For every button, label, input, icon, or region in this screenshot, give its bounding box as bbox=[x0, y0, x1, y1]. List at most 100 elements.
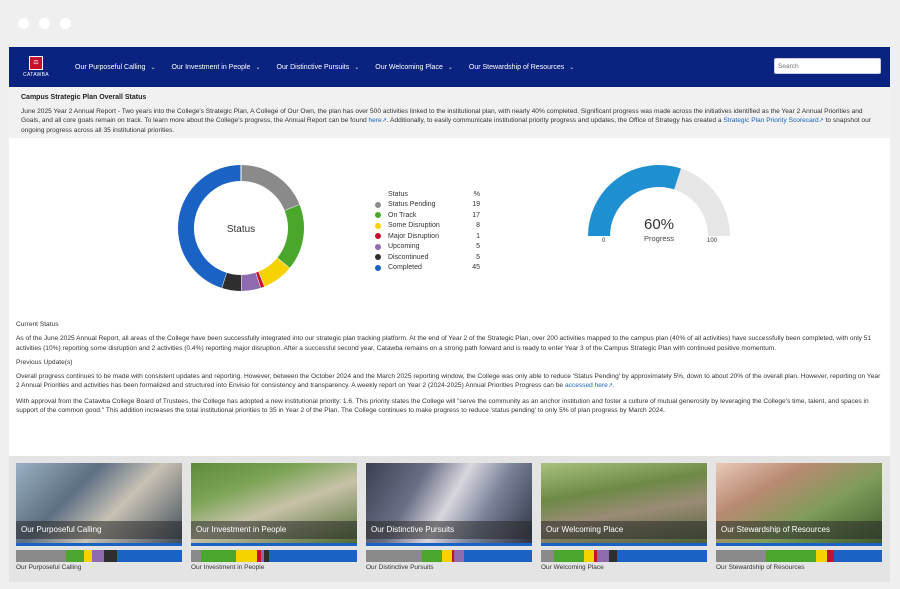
card-underline bbox=[541, 543, 707, 546]
donut-segment[interactable] bbox=[240, 272, 261, 291]
status-bar-segment bbox=[765, 550, 816, 562]
status-bar-segment bbox=[103, 550, 118, 562]
status-bar-segment bbox=[117, 550, 182, 562]
top-nav: ⚖ CATAWBA Our Purposeful Calling ⌄ Our I… bbox=[9, 47, 890, 87]
card-status-bar bbox=[716, 550, 882, 562]
window-dot[interactable] bbox=[60, 18, 71, 29]
status-bar-segment bbox=[268, 550, 357, 562]
window-dot[interactable] bbox=[39, 18, 50, 29]
legend-value: 5 bbox=[476, 253, 480, 261]
legend-item: Completed 45 bbox=[375, 263, 480, 274]
legend-color-dot bbox=[375, 212, 381, 219]
card-image[interactable]: Our Distinctive Pursuits bbox=[366, 463, 532, 543]
overview-title: Campus Strategic Plan Overall Status bbox=[21, 94, 147, 101]
status-bar-segment bbox=[594, 550, 598, 562]
status-bar-segment bbox=[422, 550, 443, 562]
current-status-text: As of the June 2025 Annual Report, all a… bbox=[16, 335, 872, 352]
nav-item-stewardship-of-resources[interactable]: Our Stewardship of Resources ⌄ bbox=[469, 64, 574, 71]
card-image[interactable]: Our Purposeful Calling bbox=[16, 463, 182, 543]
status-bar-segment bbox=[833, 550, 882, 562]
chevron-down-icon: ⌄ bbox=[255, 64, 261, 71]
overview-text-part: June 2025 Year 2 Annual Report - Two yea… bbox=[21, 108, 863, 124]
legend-value: 8 bbox=[476, 222, 480, 230]
legend-item: Discontinued 5 bbox=[375, 252, 480, 263]
legend-value: 17 bbox=[472, 211, 480, 219]
card-status-bar bbox=[366, 550, 532, 562]
legend-label: Status Pending bbox=[388, 201, 436, 209]
accessed-here-link[interactable]: accessed here bbox=[564, 382, 608, 390]
previous-update-1: Overall progress continues to be made wi… bbox=[16, 372, 883, 392]
search-input[interactable] bbox=[778, 62, 868, 70]
charts-area: Status Status % Status Pending 19 On Track… bbox=[9, 138, 890, 320]
legend-value: 45 bbox=[472, 264, 480, 272]
legend-header: Status % bbox=[375, 189, 480, 200]
status-bar-segment bbox=[191, 550, 201, 562]
status-bar-segment bbox=[92, 550, 104, 562]
overview-text-part: to snapshot our ongoing progress across … bbox=[21, 117, 871, 134]
legend-color-dot bbox=[375, 201, 381, 208]
legend-item: Status Pending 19 bbox=[375, 200, 480, 211]
annual-report-link[interactable]: here bbox=[368, 117, 382, 124]
card-label[interactable]: Our Distinctive Pursuits bbox=[366, 564, 434, 571]
legend-item: On Track 17 bbox=[375, 210, 480, 221]
legend-item: Major Disruption 1 bbox=[375, 231, 480, 242]
status-legend: Status % Status Pending 19 On Track 17 Some … bbox=[375, 189, 480, 273]
card-caption: Our Stewardship of Resources bbox=[716, 521, 882, 539]
card-image[interactable]: Our Investment in People bbox=[191, 463, 357, 543]
current-status-heading: Current Status bbox=[16, 321, 59, 328]
legend-color-dot bbox=[375, 233, 381, 240]
page: ⚖ CATAWBA Our Purposeful Calling ⌄ Our I… bbox=[9, 47, 890, 582]
donut-segment[interactable] bbox=[240, 165, 300, 212]
donut-segment[interactable] bbox=[221, 272, 242, 291]
donut-segment[interactable] bbox=[276, 204, 304, 269]
donut-segment[interactable] bbox=[255, 271, 265, 288]
status-bar-segment bbox=[235, 550, 258, 562]
previous-update-text: Overall progress continues to be made wi… bbox=[16, 373, 881, 390]
legend-spacer bbox=[375, 191, 381, 197]
catawba-logo[interactable]: ⚖ CATAWBA bbox=[13, 47, 59, 87]
legend-label: On Track bbox=[388, 211, 417, 219]
donut-separator bbox=[276, 257, 290, 269]
external-link-icon: ↗ bbox=[607, 383, 613, 390]
nav-item-investment-in-people[interactable]: Our Investment in People ⌄ bbox=[171, 64, 260, 71]
previous-updates-heading: Previous Update(s) bbox=[16, 358, 73, 366]
window-dot[interactable] bbox=[18, 18, 29, 29]
status-bar-segment bbox=[65, 550, 85, 562]
card-label[interactable]: Our Welcoming Place bbox=[541, 564, 604, 571]
window-controls bbox=[18, 18, 71, 29]
nav-item-distinctive-pursuits[interactable]: Our Distinctive Pursuits ⌄ bbox=[277, 64, 360, 71]
donut-segment[interactable] bbox=[257, 257, 290, 287]
nav-item-label: Our Welcoming Place bbox=[375, 63, 443, 71]
status-bar-segment bbox=[264, 550, 269, 562]
nav-item-welcoming-place[interactable]: Our Welcoming Place ⌄ bbox=[375, 64, 453, 71]
nav-item-purposeful-calling[interactable]: Our Purposeful Calling ⌄ bbox=[75, 64, 155, 71]
card-caption: Our Investment in People bbox=[191, 521, 357, 539]
pillar-card-welcoming-place[interactable]: Our Welcoming Place Our Welcoming Place bbox=[541, 463, 707, 582]
pillar-card-distinctive-pursuits[interactable]: Our Distinctive Pursuits Our Distinctive… bbox=[366, 463, 532, 582]
previous-update-2: With approval from the Catawba College B… bbox=[16, 397, 869, 415]
status-bar-segment bbox=[815, 550, 828, 562]
status-bar-segment bbox=[453, 550, 464, 562]
card-label[interactable]: Our Stewardship of Resources bbox=[716, 564, 805, 571]
legend-label: Some Disruption bbox=[388, 222, 440, 230]
card-label[interactable]: Our Investment in People bbox=[191, 564, 265, 571]
card-image[interactable]: Our Welcoming Place bbox=[541, 463, 707, 543]
card-image[interactable]: Our Stewardship of Resources bbox=[716, 463, 882, 543]
status-bar-segment bbox=[597, 550, 610, 562]
nav-item-label: Our Distinctive Pursuits bbox=[276, 63, 350, 71]
status-bar-segment bbox=[16, 550, 66, 562]
status-bar-segment bbox=[200, 550, 236, 562]
scorecard-link[interactable]: Strategic Plan Priority Scorecard bbox=[723, 117, 819, 124]
pillar-card-purposeful-calling[interactable]: Our Purposeful Calling Our Purposeful Ca… bbox=[16, 463, 182, 582]
overview-section: Campus Strategic Plan Overall Status Jun… bbox=[9, 87, 890, 138]
gauge-label: Progress bbox=[643, 234, 674, 243]
card-label[interactable]: Our Purposeful Calling bbox=[16, 564, 82, 571]
donut-segment[interactable] bbox=[178, 165, 242, 288]
pillar-card-stewardship-of-resources[interactable]: Our Stewardship of Resources Our Steward… bbox=[716, 463, 882, 582]
status-bar-segment bbox=[442, 550, 453, 562]
pillar-cards: Our Purposeful Calling Our Purposeful Ca… bbox=[9, 456, 890, 582]
pillar-card-investment-in-people[interactable]: Our Investment in People Our Investment … bbox=[191, 463, 357, 582]
chevron-down-icon: ⌄ bbox=[354, 64, 360, 71]
chevron-down-icon: ⌄ bbox=[447, 64, 453, 71]
